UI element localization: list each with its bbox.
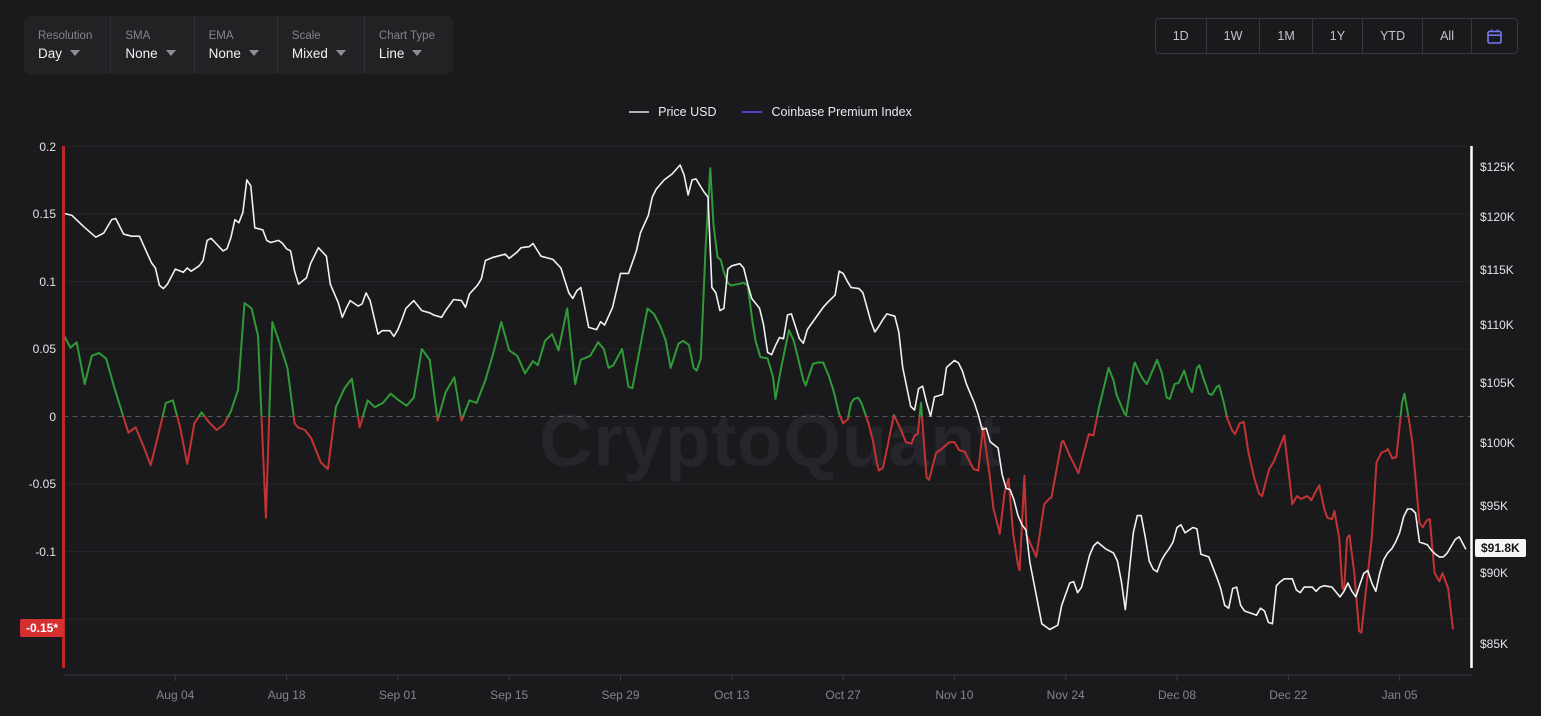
range-button-label: All [1440,29,1454,43]
range-button-1d[interactable]: 1D [1156,19,1206,53]
right-axis-tick-label: $120K [1480,210,1515,225]
legend-item-coinbase-premium-index[interactable]: Coinbase Premium Index [742,105,912,119]
toolbar-group-scale[interactable]: Scale Mixed [276,16,364,74]
toolbar-group-value: None [208,45,241,61]
toolbar-group-label: Chart Type [378,29,435,42]
x-axis-tick-label: Nov 10 [935,688,974,702]
chevron-down-icon [70,50,81,56]
right-axis-tick-label: $95K [1480,499,1509,514]
toolbar-group-resolution[interactable]: Resolution Day [24,16,110,74]
toolbar-group-value: Mixed [291,45,328,61]
chevron-down-icon [165,50,176,56]
premium-line-swatch [742,111,763,113]
toolbar-group-label: SMA [125,29,151,42]
toolbar-group-sma[interactable]: SMA None [110,16,193,74]
x-axis-tick-label: Dec 08 [1157,688,1197,702]
x-axis-tick-label: Jan 05 [1381,688,1418,702]
left-axis-tick-label: 0.2 [39,139,56,154]
range-button-1m[interactable]: 1M [1259,19,1311,53]
right-axis-tick-label: $90K [1480,566,1509,581]
right-axis-tick-label: $110K [1480,318,1514,333]
chevron-down-icon [412,50,423,56]
toolbar-group-label: EMA [208,29,234,42]
toolbar-group-chart-type[interactable]: Chart Type Line [363,16,453,74]
legend-item-price-usd[interactable]: Price USD [629,105,716,119]
range-button-label: 1Y [1329,29,1346,43]
range-button-1w[interactable]: 1W [1205,19,1260,53]
range-button-label: 1W [1223,29,1243,43]
legend-label: Coinbase Premium Index [771,105,912,119]
x-axis-tick-label: Sep 15 [490,688,529,702]
left-axis-tick-label: 0.15 [32,207,56,221]
range-selector: 1D 1W 1M 1Y YTD All [1154,18,1518,54]
right-axis-tick-label: $100K [1480,435,1515,450]
toolbar-group-value: Line [378,45,405,61]
chevron-down-icon [248,50,259,56]
range-button-ytd[interactable]: YTD [1362,19,1422,53]
left-axis-tick-label: 0.1 [39,274,56,289]
range-button-label: 1D [1172,29,1189,43]
x-axis-tick-label: Aug 18 [267,688,306,702]
range-button-label: 1M [1277,29,1295,43]
legend-label: Price USD [658,105,717,119]
right-axis-tick-label: $105K [1480,375,1515,390]
calendar-button[interactable] [1471,19,1517,53]
x-axis-tick-label: Aug 04 [156,688,195,702]
left-axis-tick-label: 0.05 [32,342,56,356]
range-button-label: YTD [1380,29,1406,43]
toolbar-group-label: Scale [291,29,321,42]
price-line-swatch [629,111,650,113]
left-axis-tick-label: -0.05 [28,477,56,491]
toolbar-group-value: Day [38,45,63,61]
chart-settings-toolbar: Resolution Day SMA None EMA None Scale Mixed Cha… [24,16,453,74]
toolbar-group-ema[interactable]: EMA None [193,16,277,74]
range-button-all[interactable]: All [1422,19,1471,53]
toolbar-group-value: None [125,45,158,61]
left-axis-tick-label: -0.1 [35,544,56,559]
price-current-value-badge: $91.8K [1475,539,1526,558]
toolbar-group-label: Resolution [38,29,93,42]
calendar-icon [1487,29,1502,44]
right-axis-tick-label: $115K [1480,263,1514,278]
chevron-down-icon [335,50,346,56]
x-axis-tick-label: Dec 22 [1269,688,1308,702]
legend: Price USD Coinbase Premium Index [0,105,1541,119]
x-axis-tick-label: Oct 13 [714,688,750,702]
x-axis-tick-label: Sep 01 [378,688,417,702]
right-axis-tick-label: $85K [1480,637,1509,651]
right-axis-tick-label: $125K [1480,160,1515,174]
x-axis-tick-label: Nov 24 [1046,688,1085,702]
range-button-1y[interactable]: 1Y [1311,19,1362,53]
x-axis-tick-label: Oct 27 [825,688,861,702]
premium-current-value-badge: -0.15* [20,618,65,637]
x-axis-tick-label: Sep 29 [601,688,640,702]
left-axis-tick-label: 0 [49,409,56,424]
